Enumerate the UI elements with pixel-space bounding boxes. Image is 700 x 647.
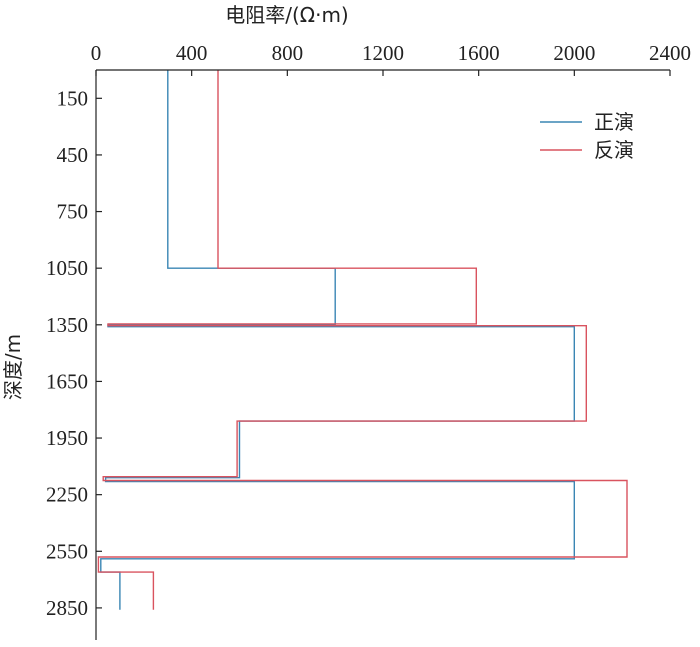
- x-tick-label: 1600: [458, 41, 500, 65]
- x-tick-label: 400: [176, 41, 208, 65]
- x-tick-label: 2400: [649, 41, 691, 65]
- y-tick-label: 2550: [46, 539, 88, 563]
- y-tick-label: 750: [57, 200, 89, 224]
- legend-label: 反演: [594, 138, 634, 162]
- x-tick-label: 0: [91, 41, 102, 65]
- y-tick-label: 1350: [46, 313, 88, 337]
- series-line-inversion: [97, 70, 628, 610]
- y-tick-label: 2250: [46, 483, 88, 507]
- x-tick-label: 1200: [362, 41, 404, 65]
- legend-label: 正演: [594, 110, 634, 134]
- y-tick-label: 150: [57, 86, 89, 110]
- plot-area: [97, 70, 628, 610]
- x-tick-label: 800: [272, 41, 304, 65]
- axes: 0 400 800 1200 1600 2000 2400 150 450 750 1050 1350…: [46, 41, 691, 640]
- x-axis-title: 电阻率/(Ω·m): [225, 3, 348, 27]
- y-axis-title: 深度/m: [1, 334, 25, 400]
- y-tick-label: 1950: [46, 426, 88, 450]
- y-tick-label: 1050: [46, 256, 88, 280]
- y-tick-label: 1650: [46, 369, 88, 393]
- series-line-forward: [100, 70, 575, 610]
- y-tick-label: 2850: [46, 596, 88, 620]
- x-tick-label: 2000: [553, 41, 595, 65]
- y-tick-label: 450: [57, 143, 89, 167]
